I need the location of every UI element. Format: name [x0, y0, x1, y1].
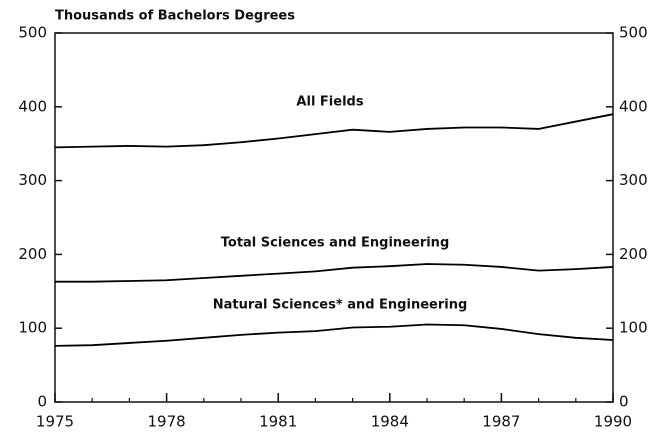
y2-tick-label: 300: [619, 171, 648, 189]
x-tick-label: 1990: [594, 413, 632, 431]
x-tick-label: 1975: [36, 413, 74, 431]
y-tick-label: 0: [37, 393, 47, 411]
y2-tick-label: 400: [619, 97, 648, 115]
x-tick-label: 1987: [482, 413, 520, 431]
y2-tick-label: 500: [619, 24, 648, 42]
series-label: Natural Sciences* and Engineering: [213, 298, 468, 313]
x-tick-label: 1978: [148, 413, 186, 431]
plot-frame: [54, 32, 614, 403]
y2-tick-label: 0: [619, 393, 629, 411]
y-tick-label: 400: [18, 97, 47, 115]
x-tick-label: 1984: [371, 413, 409, 431]
y2-tick-label: 200: [619, 245, 648, 263]
y2-tick-label: 100: [619, 319, 648, 337]
series-line: [54, 113, 614, 149]
y-tick-label: 300: [18, 171, 47, 189]
y-tick-label: 500: [18, 24, 47, 42]
series-label: All Fields: [296, 95, 363, 110]
series-label: Total Sciences and Engineering: [221, 236, 450, 251]
y-tick-label: 200: [18, 245, 47, 263]
chart-title: Thousands of Bachelors Degrees: [55, 9, 295, 24]
x-tick-label: 1981: [259, 413, 297, 431]
y-tick-label: 100: [18, 319, 47, 337]
series-line: [54, 323, 614, 347]
series-line: [55, 263, 614, 283]
